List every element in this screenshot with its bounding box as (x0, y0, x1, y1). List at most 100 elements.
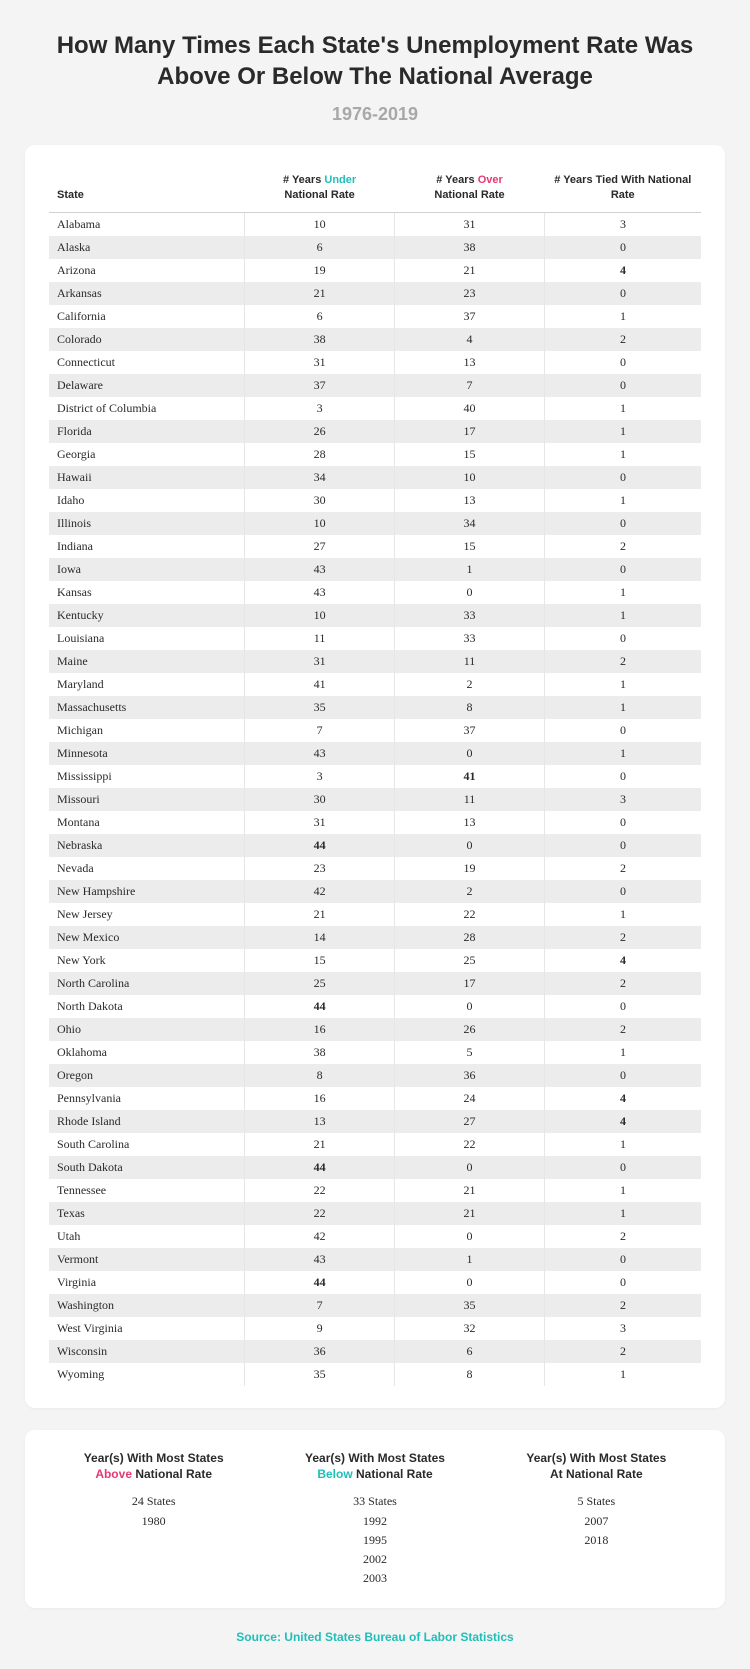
cell-over: 32 (395, 1317, 545, 1340)
cell-state: West Virginia (49, 1317, 245, 1340)
cell-tied: 0 (545, 627, 702, 650)
cell-state: Massachusetts (49, 696, 245, 719)
cell-under: 22 (245, 1202, 395, 1225)
cell-under: 43 (245, 742, 395, 765)
cell-state: Nebraska (49, 834, 245, 857)
table-row: Texas22211 (49, 1202, 701, 1225)
cell-under: 3 (245, 765, 395, 788)
cell-over: 6 (395, 1340, 545, 1363)
table-row: North Dakota4400 (49, 995, 701, 1018)
cell-over: 37 (395, 719, 545, 742)
cell-over: 41 (395, 765, 545, 788)
cell-state: Idaho (49, 489, 245, 512)
cell-over: 13 (395, 351, 545, 374)
cell-under: 21 (245, 903, 395, 926)
cell-under: 44 (245, 1271, 395, 1294)
cell-tied: 1 (545, 397, 702, 420)
cell-state: New Mexico (49, 926, 245, 949)
table-row: Arizona19214 (49, 259, 701, 282)
cell-under: 6 (245, 305, 395, 328)
cell-under: 31 (245, 811, 395, 834)
cell-under: 3 (245, 397, 395, 420)
cell-over: 13 (395, 811, 545, 834)
state-table: State # Years UnderNational Rate # Years… (49, 167, 701, 1386)
cell-under: 10 (245, 604, 395, 627)
cell-under: 28 (245, 443, 395, 466)
cell-state: Virginia (49, 1271, 245, 1294)
cell-state: Wisconsin (49, 1340, 245, 1363)
cell-over: 0 (395, 834, 545, 857)
cell-tied: 2 (545, 972, 702, 995)
table-row: Virginia4400 (49, 1271, 701, 1294)
cell-tied: 1 (545, 305, 702, 328)
cell-under: 7 (245, 719, 395, 742)
cell-under: 8 (245, 1064, 395, 1087)
table-row: Delaware3770 (49, 374, 701, 397)
cell-tied: 1 (545, 1041, 702, 1064)
table-row: Wisconsin3662 (49, 1340, 701, 1363)
cell-over: 0 (395, 581, 545, 604)
cell-state: Louisiana (49, 627, 245, 650)
cell-state: Nevada (49, 857, 245, 880)
cell-tied: 1 (545, 604, 702, 627)
cell-over: 0 (395, 995, 545, 1018)
cell-over: 11 (395, 650, 545, 673)
cell-state: District of Columbia (49, 397, 245, 420)
cell-tied: 2 (545, 535, 702, 558)
table-row: Mississippi3410 (49, 765, 701, 788)
cell-state: Kentucky (49, 604, 245, 627)
cell-tied: 4 (545, 949, 702, 972)
cell-tied: 0 (545, 995, 702, 1018)
cell-under: 27 (245, 535, 395, 558)
cell-under: 16 (245, 1087, 395, 1110)
cell-under: 38 (245, 328, 395, 351)
cell-state: Indiana (49, 535, 245, 558)
cell-tied: 2 (545, 926, 702, 949)
page-title: How Many Times Each State's Unemployment… (25, 30, 725, 92)
cell-state: Vermont (49, 1248, 245, 1271)
cell-under: 43 (245, 1248, 395, 1271)
cell-state: Alabama (49, 212, 245, 236)
cell-under: 16 (245, 1018, 395, 1041)
table-row: New Hampshire4220 (49, 880, 701, 903)
col-tied: # Years Tied With National Rate (545, 167, 702, 212)
cell-state: Tennessee (49, 1179, 245, 1202)
cell-state: Oklahoma (49, 1041, 245, 1064)
cell-over: 17 (395, 972, 545, 995)
cell-over: 8 (395, 1363, 545, 1386)
table-row: Missouri30113 (49, 788, 701, 811)
cell-tied: 1 (545, 1179, 702, 1202)
cell-state: New Jersey (49, 903, 245, 926)
table-row: Georgia28151 (49, 443, 701, 466)
summary-year: 1992 (264, 1512, 485, 1531)
cell-under: 14 (245, 926, 395, 949)
cell-under: 31 (245, 351, 395, 374)
table-row: Ohio16262 (49, 1018, 701, 1041)
cell-over: 7 (395, 374, 545, 397)
table-row: Rhode Island13274 (49, 1110, 701, 1133)
cell-state: Washington (49, 1294, 245, 1317)
table-row: Minnesota4301 (49, 742, 701, 765)
cell-state: Colorado (49, 328, 245, 351)
table-row: New Jersey21221 (49, 903, 701, 926)
table-row: Vermont4310 (49, 1248, 701, 1271)
table-row: Oregon8360 (49, 1064, 701, 1087)
cell-under: 10 (245, 212, 395, 236)
summary-at-count: 5 States (486, 1492, 707, 1511)
table-row: Washington7352 (49, 1294, 701, 1317)
page-subtitle: 1976-2019 (25, 104, 725, 125)
table-row: Kansas4301 (49, 581, 701, 604)
cell-tied: 0 (545, 765, 702, 788)
cell-tied: 2 (545, 1340, 702, 1363)
cell-state: Missouri (49, 788, 245, 811)
cell-under: 38 (245, 1041, 395, 1064)
cell-under: 44 (245, 1156, 395, 1179)
cell-under: 36 (245, 1340, 395, 1363)
summary-year: 2002 (264, 1550, 485, 1569)
cell-state: Oregon (49, 1064, 245, 1087)
table-row: District of Columbia3401 (49, 397, 701, 420)
cell-state: New York (49, 949, 245, 972)
cell-state: Hawaii (49, 466, 245, 489)
cell-over: 23 (395, 282, 545, 305)
cell-tied: 0 (545, 1064, 702, 1087)
